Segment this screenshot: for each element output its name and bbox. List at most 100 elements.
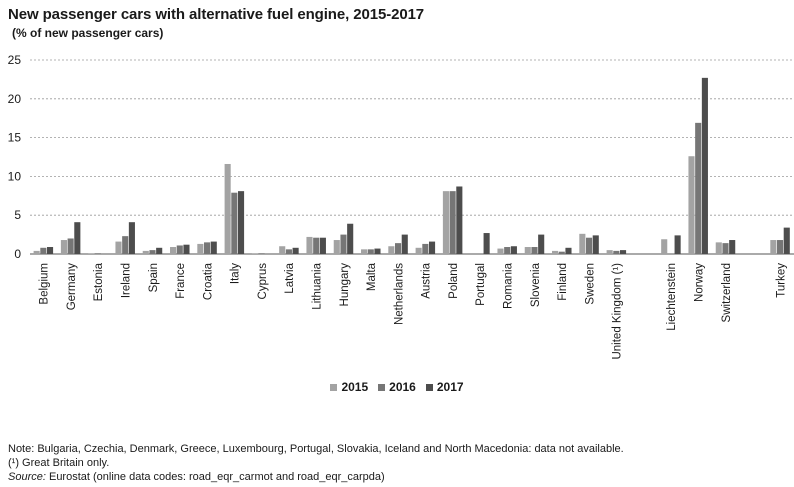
bar: [552, 250, 559, 254]
legend-swatch-2017: [425, 383, 433, 391]
source-line: Source: Eurostat (online data codes: roa…: [8, 470, 624, 484]
x-tick-label: Italy: [230, 263, 242, 284]
x-tick-label: Germany: [66, 263, 78, 311]
bar: [251, 253, 258, 254]
bar: [606, 250, 613, 254]
bar: [592, 235, 599, 254]
x-tick-label: Turkey: [775, 263, 787, 298]
bar: [449, 191, 456, 254]
bar: [361, 249, 368, 254]
bar: [306, 236, 313, 254]
bar: [176, 245, 183, 254]
bar: [128, 222, 135, 254]
legend-label-2015: 2015: [341, 380, 369, 394]
x-tick-label: Switzerland: [721, 263, 733, 322]
bar: [60, 240, 67, 254]
bar: [237, 191, 245, 254]
bar: [695, 122, 702, 254]
bar: [313, 237, 320, 254]
x-tick-label: Ireland: [121, 263, 133, 298]
bar: [374, 248, 381, 254]
bar: [367, 249, 374, 254]
bar: [504, 247, 511, 254]
x-tick-label: Croatia: [202, 262, 214, 300]
bar: [231, 192, 238, 254]
legend-item-2017: 2017: [425, 380, 464, 394]
bar: [285, 249, 292, 254]
bar: [183, 244, 190, 254]
bar: [565, 247, 572, 254]
bar: [74, 222, 81, 254]
bar: [33, 250, 40, 254]
bar: [613, 250, 620, 254]
bar: [115, 241, 122, 254]
y-tick-label: 20: [8, 92, 22, 106]
y-tick-label: 5: [14, 208, 21, 222]
chart-subtitle: (% of new passenger cars): [12, 26, 164, 40]
bar: [88, 253, 95, 254]
x-tick-label: Cyprus: [257, 263, 269, 300]
legend-item-2016: 2016: [378, 380, 416, 394]
bar: [395, 243, 402, 254]
bar: [619, 250, 627, 254]
bar: [422, 243, 429, 254]
bar: [340, 234, 347, 254]
bar: [415, 247, 422, 254]
legend-swatch-2015: [330, 383, 338, 391]
bar: [67, 238, 74, 254]
bar: [279, 246, 286, 254]
legend-swatch-2016: [378, 383, 386, 391]
x-tick-label: Latvia: [284, 262, 296, 293]
bar: [122, 236, 129, 254]
bar: [497, 248, 504, 254]
bar: [347, 223, 354, 254]
x-tick-label: Estonia: [93, 262, 105, 301]
bar: [46, 247, 54, 254]
bar: [156, 247, 163, 254]
bar: [510, 246, 517, 254]
bar-chart: 0 5 10 15 20 25 Belgium Germany Estonia Ireland Sp…: [8, 53, 794, 360]
bar: [661, 239, 668, 254]
bar: [170, 247, 177, 254]
x-tick-label: Austria: [421, 262, 433, 298]
bar: [210, 241, 217, 254]
bar: [149, 250, 156, 254]
bar: [770, 240, 777, 254]
x-tick-label: Lithuania: [312, 262, 324, 309]
note-line: Note: Bulgaria, Czechia, Denmark, Greece…: [8, 443, 624, 455]
bar: [701, 77, 708, 255]
legend-item-2015: 2015: [330, 380, 368, 394]
x-tick-label: Poland: [448, 263, 460, 299]
chart-title: New passenger cars with alternative fuel…: [8, 6, 425, 23]
x-tick-label: Spain: [148, 263, 160, 292]
y-tick-label: 10: [8, 169, 22, 183]
source-text: Eurostat (online data codes: road_eqr_ca…: [45, 471, 385, 483]
bar: [224, 163, 231, 254]
x-tick-label: France: [175, 263, 187, 299]
bar: [319, 237, 326, 254]
chart-notes: Note: Bulgaria, Czechia, Denmark, Greece…: [8, 442, 624, 484]
x-tick-label: Hungary: [339, 263, 351, 307]
x-tick-label: Malta: [366, 262, 378, 291]
bar: [442, 191, 449, 254]
x-tick-label: United Kingdom (¹): [612, 263, 624, 360]
bar: [204, 242, 211, 254]
bar: [538, 234, 545, 254]
bar: [94, 253, 101, 254]
bar: [456, 186, 463, 254]
footnote-line: (¹) Great Britain only.: [8, 457, 110, 469]
bar: [688, 156, 695, 254]
bar: [558, 251, 565, 254]
source-label: Source:: [8, 471, 46, 483]
x-tick-label: Portugal: [475, 263, 487, 306]
bar: [258, 253, 265, 254]
x-tick-label: Netherlands: [393, 263, 405, 325]
y-tick-label: 15: [8, 131, 22, 145]
y-tick-label: 25: [8, 53, 22, 67]
x-tick-label: Romania: [503, 262, 515, 309]
x-tick-label: Sweden: [584, 263, 596, 305]
bar: [197, 243, 204, 254]
chart-legend: 2015 2016 2017: [0, 380, 794, 394]
x-tick-label: Finland: [557, 263, 569, 301]
y-tick-label: 0: [14, 247, 21, 261]
